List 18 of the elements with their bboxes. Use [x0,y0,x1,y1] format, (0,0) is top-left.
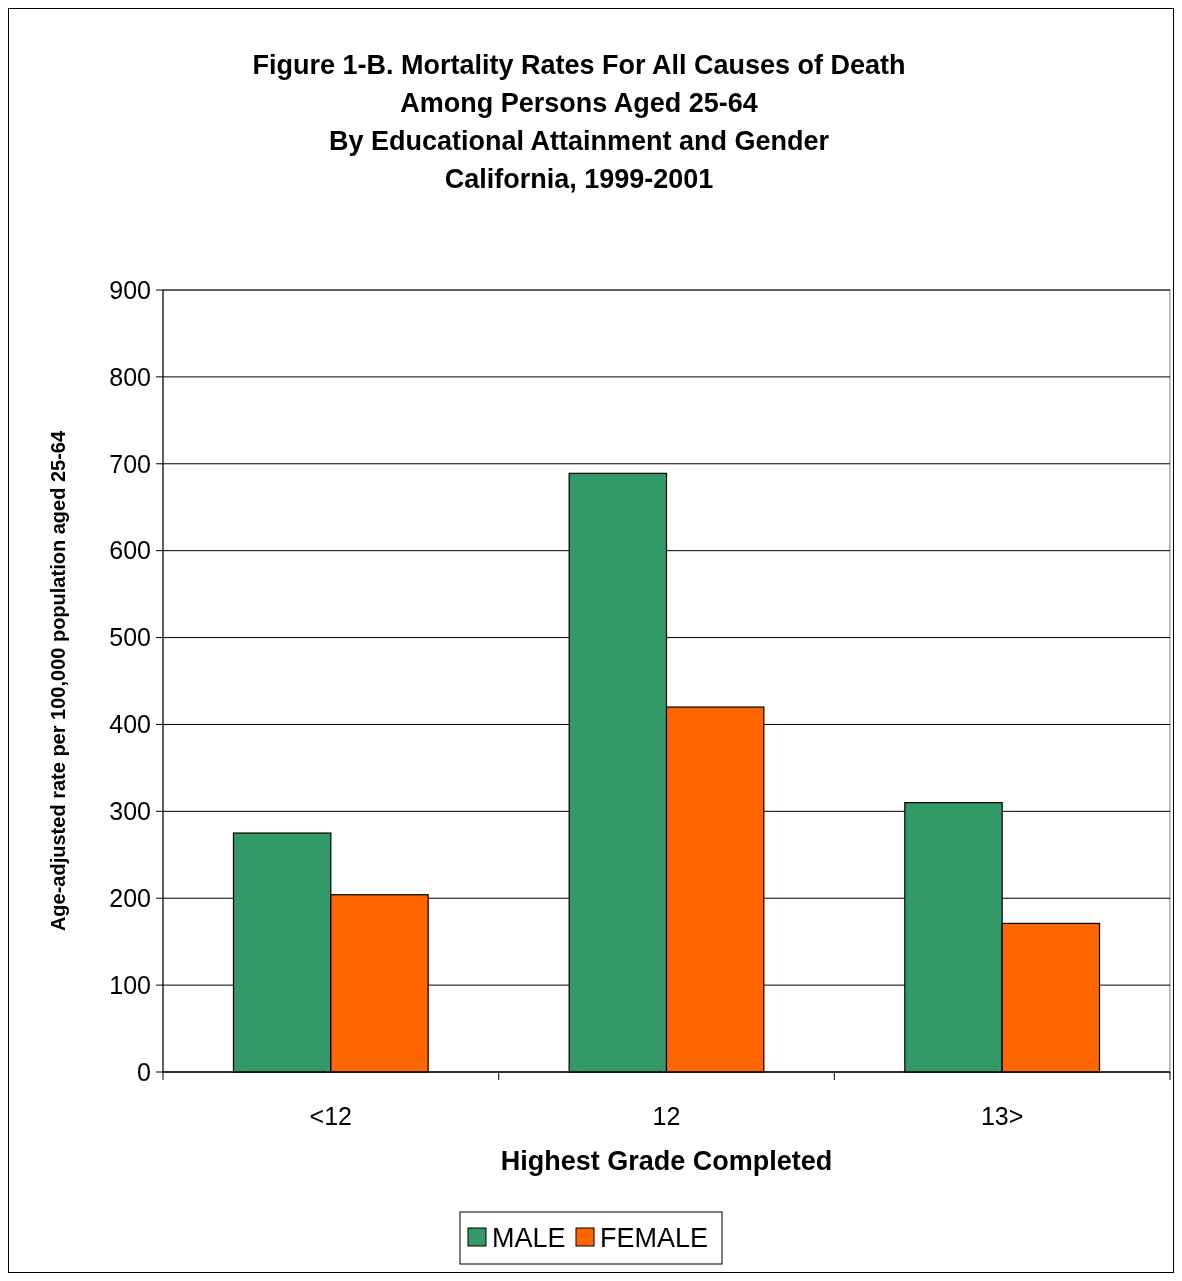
legend-label: MALE [492,1223,566,1254]
x-tick-label: 13> [980,1102,1024,1130]
y-tick-label: 500 [109,623,151,652]
y-tick-label: 100 [109,970,151,999]
y-tick-label: 300 [109,797,151,826]
chart-title: Figure 1-B. Mortality Rates For All Causes of Death Among Persons Aged 25-64 By Educational Attainment and Gender California, 1999-2001 [252,50,906,194]
y-tick-label: 900 [109,275,151,304]
y-tick-label: 200 [109,883,151,912]
y-tick-label: 600 [109,536,151,565]
y-axis-title: Age-adjusted rate per 100,000 population aged 25-64 [47,430,69,932]
x-tick-label: <12 [309,1102,353,1130]
x-axis-title: Highest Grade Completed [500,1146,833,1176]
y-tick-label: 700 [109,449,151,478]
y-tick-label: 0 [137,1057,151,1086]
legend-label: FEMALE [600,1223,709,1254]
y-tick-label: 400 [109,710,151,739]
y-tick-label: 800 [109,362,151,391]
x-tick-label: 12 [652,1102,681,1130]
